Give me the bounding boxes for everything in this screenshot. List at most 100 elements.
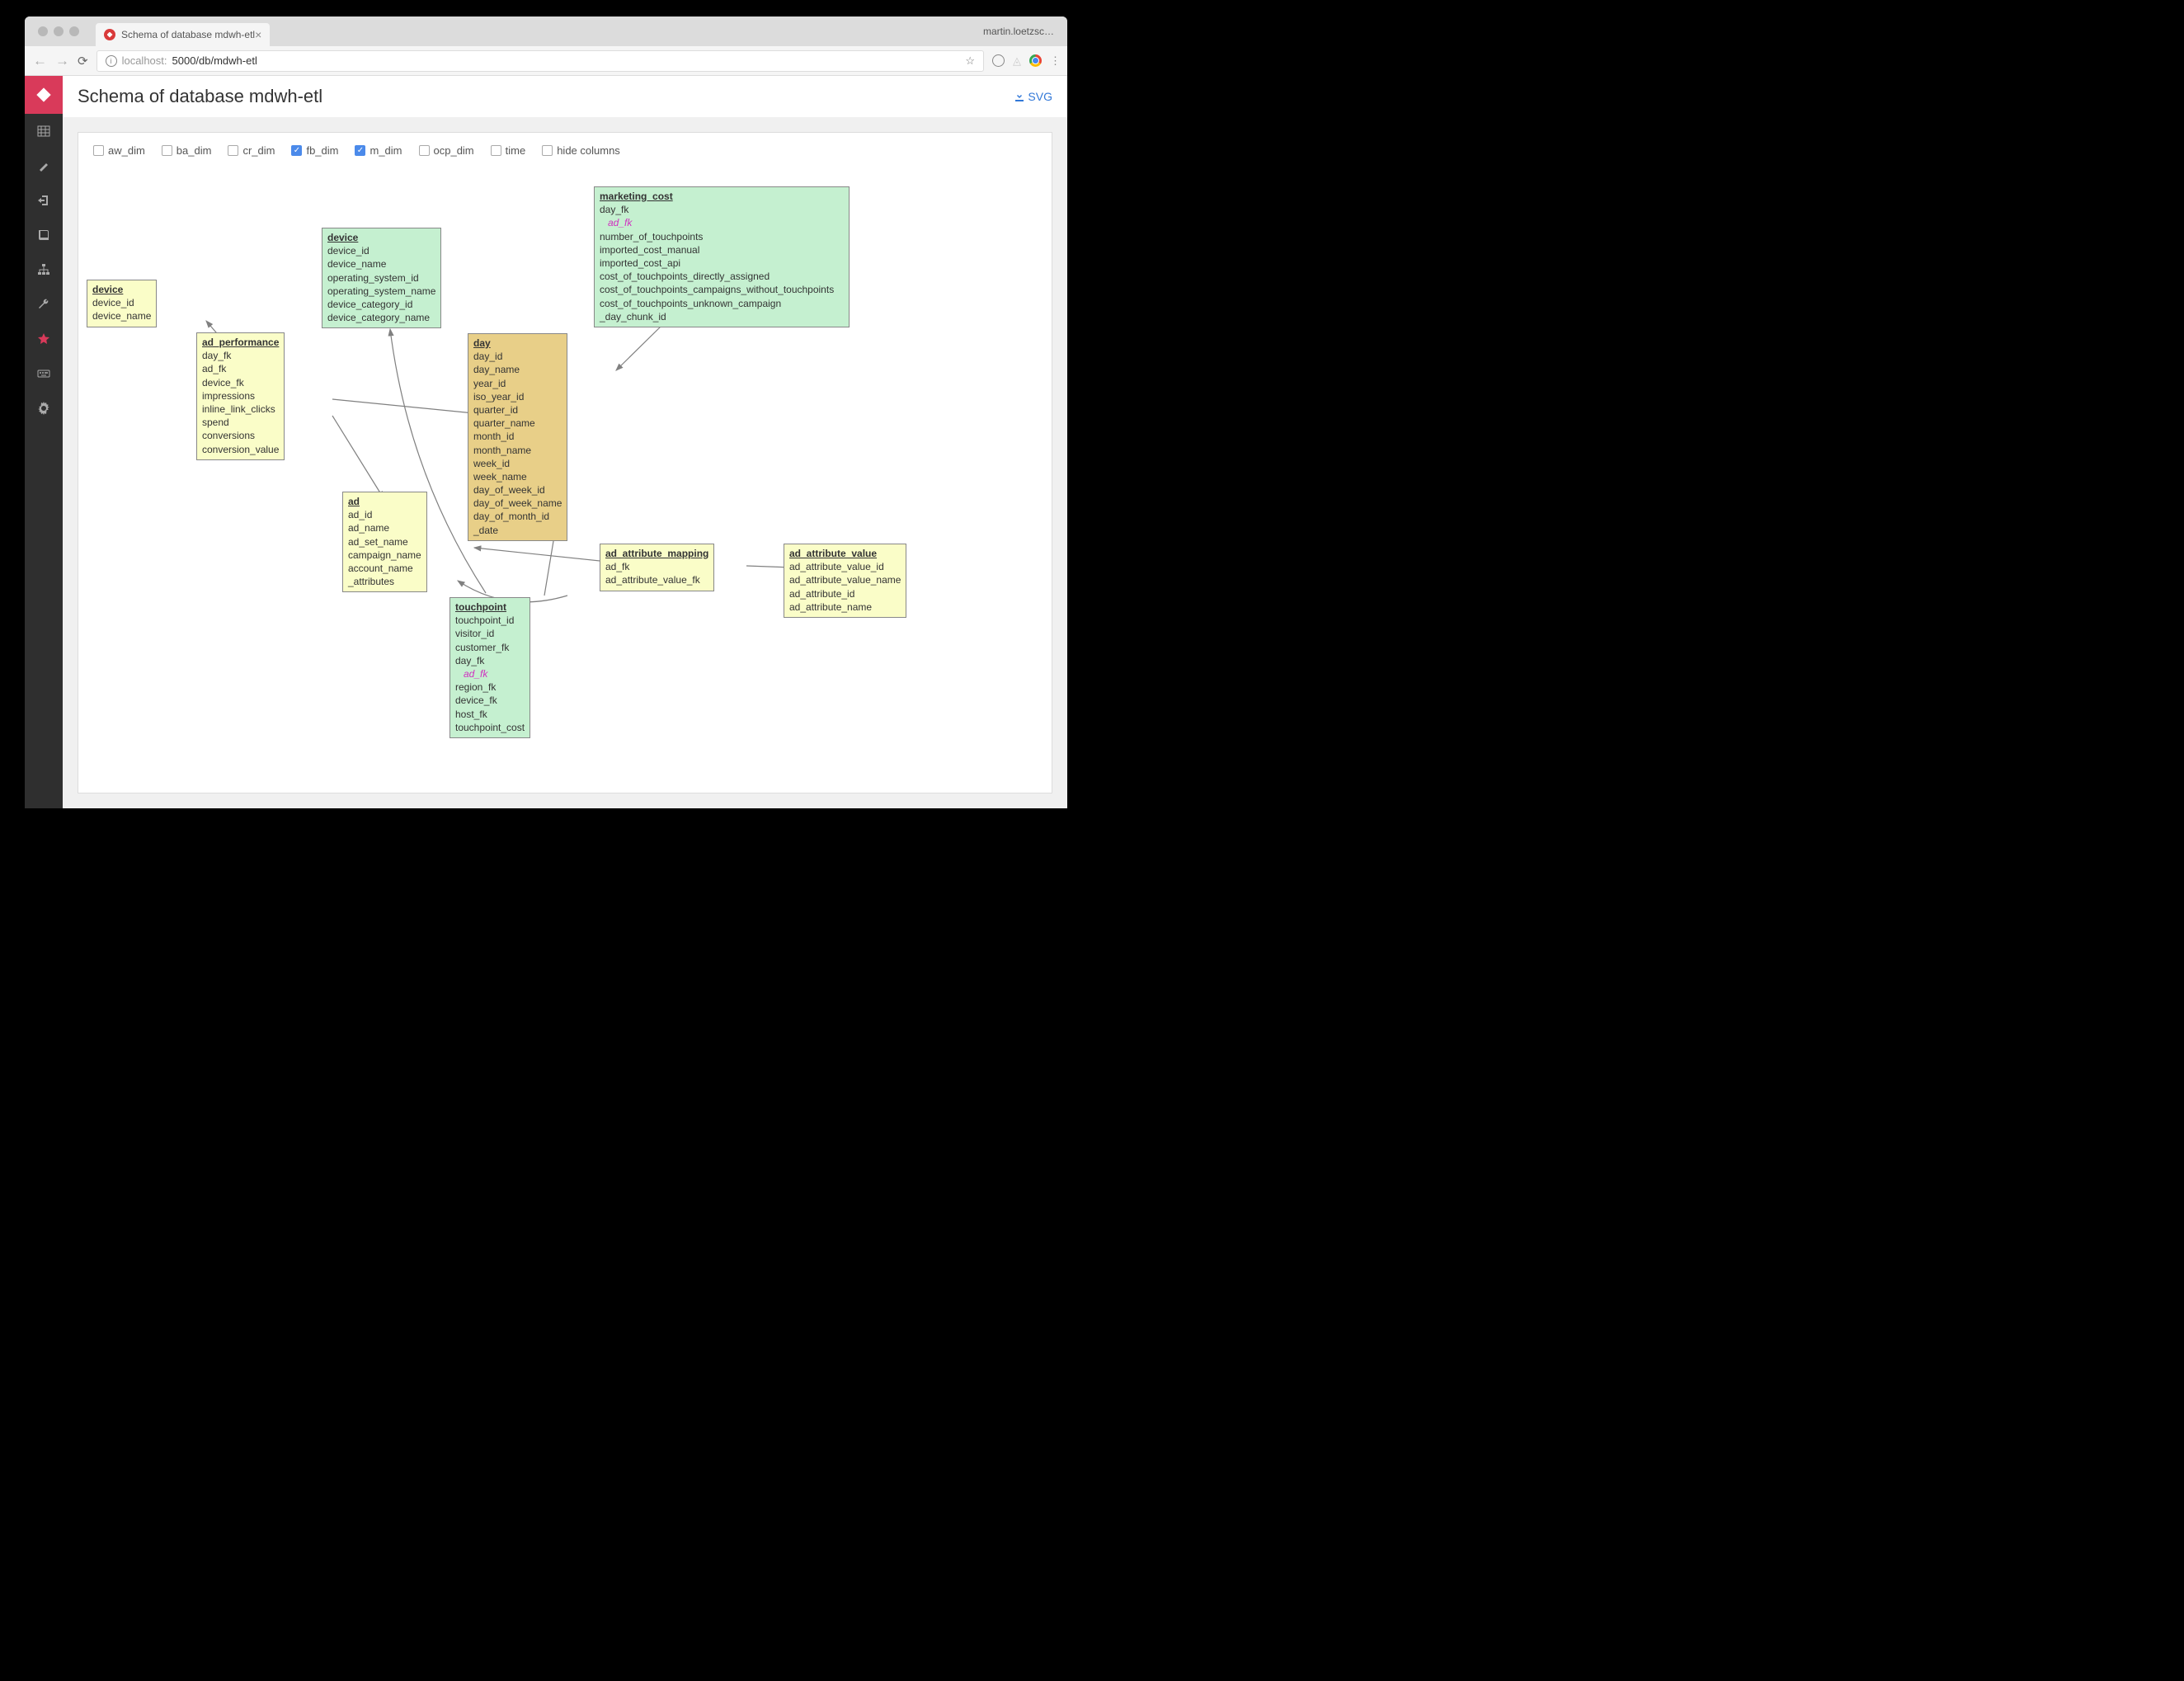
sidebar-item-book[interactable] — [25, 218, 63, 252]
checkbox-icon — [355, 145, 365, 156]
table-node-ad_performance[interactable]: ad_performanceday_fkad_fkdevice_fkimpres… — [196, 332, 285, 460]
sidebar-item-settings[interactable] — [25, 391, 63, 426]
filter-label: time — [506, 144, 526, 157]
table-column: region_fk — [455, 680, 525, 694]
table-column: ad_set_name — [348, 535, 421, 549]
filter-checkbox-time[interactable]: time — [491, 144, 526, 157]
table-column: _attributes — [348, 575, 421, 588]
export-svg-label: SVG — [1028, 90, 1052, 103]
table-column: cost_of_touchpoints_campaigns_without_to… — [600, 283, 844, 296]
table-column: account_name — [348, 562, 421, 575]
table-column-fk: ad_fk — [455, 667, 525, 680]
content-panel: aw_dim ba_dim cr_dim fb_dim m_dim ocp_dim time… — [78, 132, 1052, 793]
table-column: device_category_id — [327, 298, 435, 311]
address-bar: ← → ⟳ i localhost: 5000/db/mdwh-etl ☆ ◬ ⋮ — [25, 46, 1067, 76]
table-node-ad_attribute_value[interactable]: ad_attribute_valuead_attribute_value_ida… — [784, 544, 906, 618]
table-column: week_id — [473, 457, 562, 470]
chrome-icon[interactable] — [1029, 54, 1042, 67]
table-column: operating_system_id — [327, 271, 435, 285]
table-node-marketing_cost[interactable]: marketing_costday_fkad_fknumber_of_touch… — [594, 186, 850, 327]
sidebar-item-star[interactable] — [25, 322, 63, 356]
table-column: day_of_week_id — [473, 483, 562, 497]
table-column: month_name — [473, 444, 562, 457]
table-column: iso_year_id — [473, 390, 562, 403]
table-node-ad[interactable]: adad_idad_namead_set_namecampaign_nameac… — [342, 492, 427, 592]
menu-icon[interactable]: ⋮ — [1050, 54, 1059, 68]
table-column: day_of_month_id — [473, 510, 562, 523]
checkbox-icon — [419, 145, 430, 156]
schema-canvas[interactable]: devicedevice_iddevice_name devicedevice_i… — [78, 168, 1052, 793]
filter-label: m_dim — [369, 144, 402, 157]
filter-checkbox-cr_dim[interactable]: cr_dim — [228, 144, 275, 157]
close-window-icon[interactable] — [38, 26, 48, 36]
filter-checkbox-hide-columns[interactable]: hide columns — [542, 144, 620, 157]
table-column: week_name — [473, 470, 562, 483]
table-column: day_fk — [600, 203, 844, 216]
table-node-day[interactable]: dayday_idday_nameyear_idiso_year_idquart… — [468, 333, 567, 541]
sidebar-item-tree[interactable] — [25, 252, 63, 287]
forward-button[interactable]: → — [55, 53, 69, 69]
table-column: ad_attribute_name — [789, 600, 901, 614]
table-column: number_of_touchpoints — [600, 230, 844, 243]
bookmark-icon[interactable]: ☆ — [965, 54, 975, 68]
table-node-device1[interactable]: devicedevice_iddevice_name — [87, 280, 157, 327]
table-node-touchpoint[interactable]: touchpointtouchpoint_idvisitor_idcustome… — [450, 597, 530, 738]
table-column: day_fk — [455, 654, 525, 667]
close-tab-icon[interactable]: × — [255, 28, 261, 41]
table-title: touchpoint — [455, 600, 525, 614]
table-column-fk: ad_fk — [600, 216, 844, 229]
table-title: ad_attribute_mapping — [605, 547, 708, 560]
url-input[interactable]: i localhost: 5000/db/mdwh-etl ☆ — [96, 50, 984, 72]
table-column: operating_system_name — [327, 285, 435, 298]
table-column: day_fk — [202, 349, 279, 362]
sidebar-item-table[interactable] — [25, 114, 63, 148]
table-node-device2[interactable]: devicedevice_iddevice_nameoperating_syst… — [322, 228, 441, 328]
filter-label: aw_dim — [108, 144, 145, 157]
checkbox-icon — [93, 145, 104, 156]
table-column: ad_fk — [605, 560, 708, 573]
table-column: quarter_name — [473, 417, 562, 430]
browser-tab[interactable]: Schema of database mdwh-etl × — [96, 23, 270, 46]
sidebar — [25, 76, 63, 808]
table-column: ad_name — [348, 521, 421, 534]
table-column: ad_id — [348, 508, 421, 521]
extension-icon[interactable] — [992, 54, 1005, 67]
table-column: ad_attribute_value_id — [789, 560, 901, 573]
drive-icon[interactable]: ◬ — [1013, 54, 1021, 68]
table-node-ad_attribute_mapping[interactable]: ad_attribute_mappingad_fkad_attribute_va… — [600, 544, 714, 591]
page-title: Schema of database mdwh-etl — [78, 86, 322, 107]
table-column: month_id — [473, 430, 562, 443]
table-column: visitor_id — [455, 627, 525, 640]
filter-checkbox-m_dim[interactable]: m_dim — [355, 144, 402, 157]
table-title: marketing_cost — [600, 190, 844, 203]
profile-label[interactable]: martin.loetzsc… — [983, 26, 1061, 37]
sidebar-item-wand[interactable] — [25, 148, 63, 183]
app-logo[interactable] — [25, 76, 63, 114]
site-info-icon[interactable]: i — [106, 55, 117, 67]
export-svg-button[interactable]: SVG — [1014, 90, 1052, 103]
back-button[interactable]: ← — [33, 53, 47, 69]
sidebar-item-wrench[interactable] — [25, 287, 63, 322]
table-column: campaign_name — [348, 549, 421, 562]
filter-checkbox-ocp_dim[interactable]: ocp_dim — [419, 144, 474, 157]
filter-checkbox-ba_dim[interactable]: ba_dim — [162, 144, 212, 157]
minimize-window-icon[interactable] — [54, 26, 64, 36]
table-column: imported_cost_manual — [600, 243, 844, 257]
favicon-icon — [104, 29, 115, 40]
table-column: ad_fk — [202, 362, 279, 375]
checkbox-icon — [162, 145, 172, 156]
filter-checkbox-aw_dim[interactable]: aw_dim — [93, 144, 145, 157]
sidebar-item-keyboard[interactable] — [25, 356, 63, 391]
checkbox-icon — [291, 145, 302, 156]
url-host: localhost: — [122, 54, 167, 67]
sidebar-item-login[interactable] — [25, 183, 63, 218]
url-path: 5000/db/mdwh-etl — [172, 54, 257, 67]
reload-button[interactable]: ⟳ — [78, 54, 88, 68]
filter-checkbox-fb_dim[interactable]: fb_dim — [291, 144, 338, 157]
tab-title: Schema of database mdwh-etl — [121, 29, 255, 40]
table-column: quarter_id — [473, 403, 562, 417]
table-column: day_of_week_name — [473, 497, 562, 510]
filter-label: cr_dim — [242, 144, 275, 157]
maximize-window-icon[interactable] — [69, 26, 79, 36]
table-column: device_name — [92, 309, 151, 323]
